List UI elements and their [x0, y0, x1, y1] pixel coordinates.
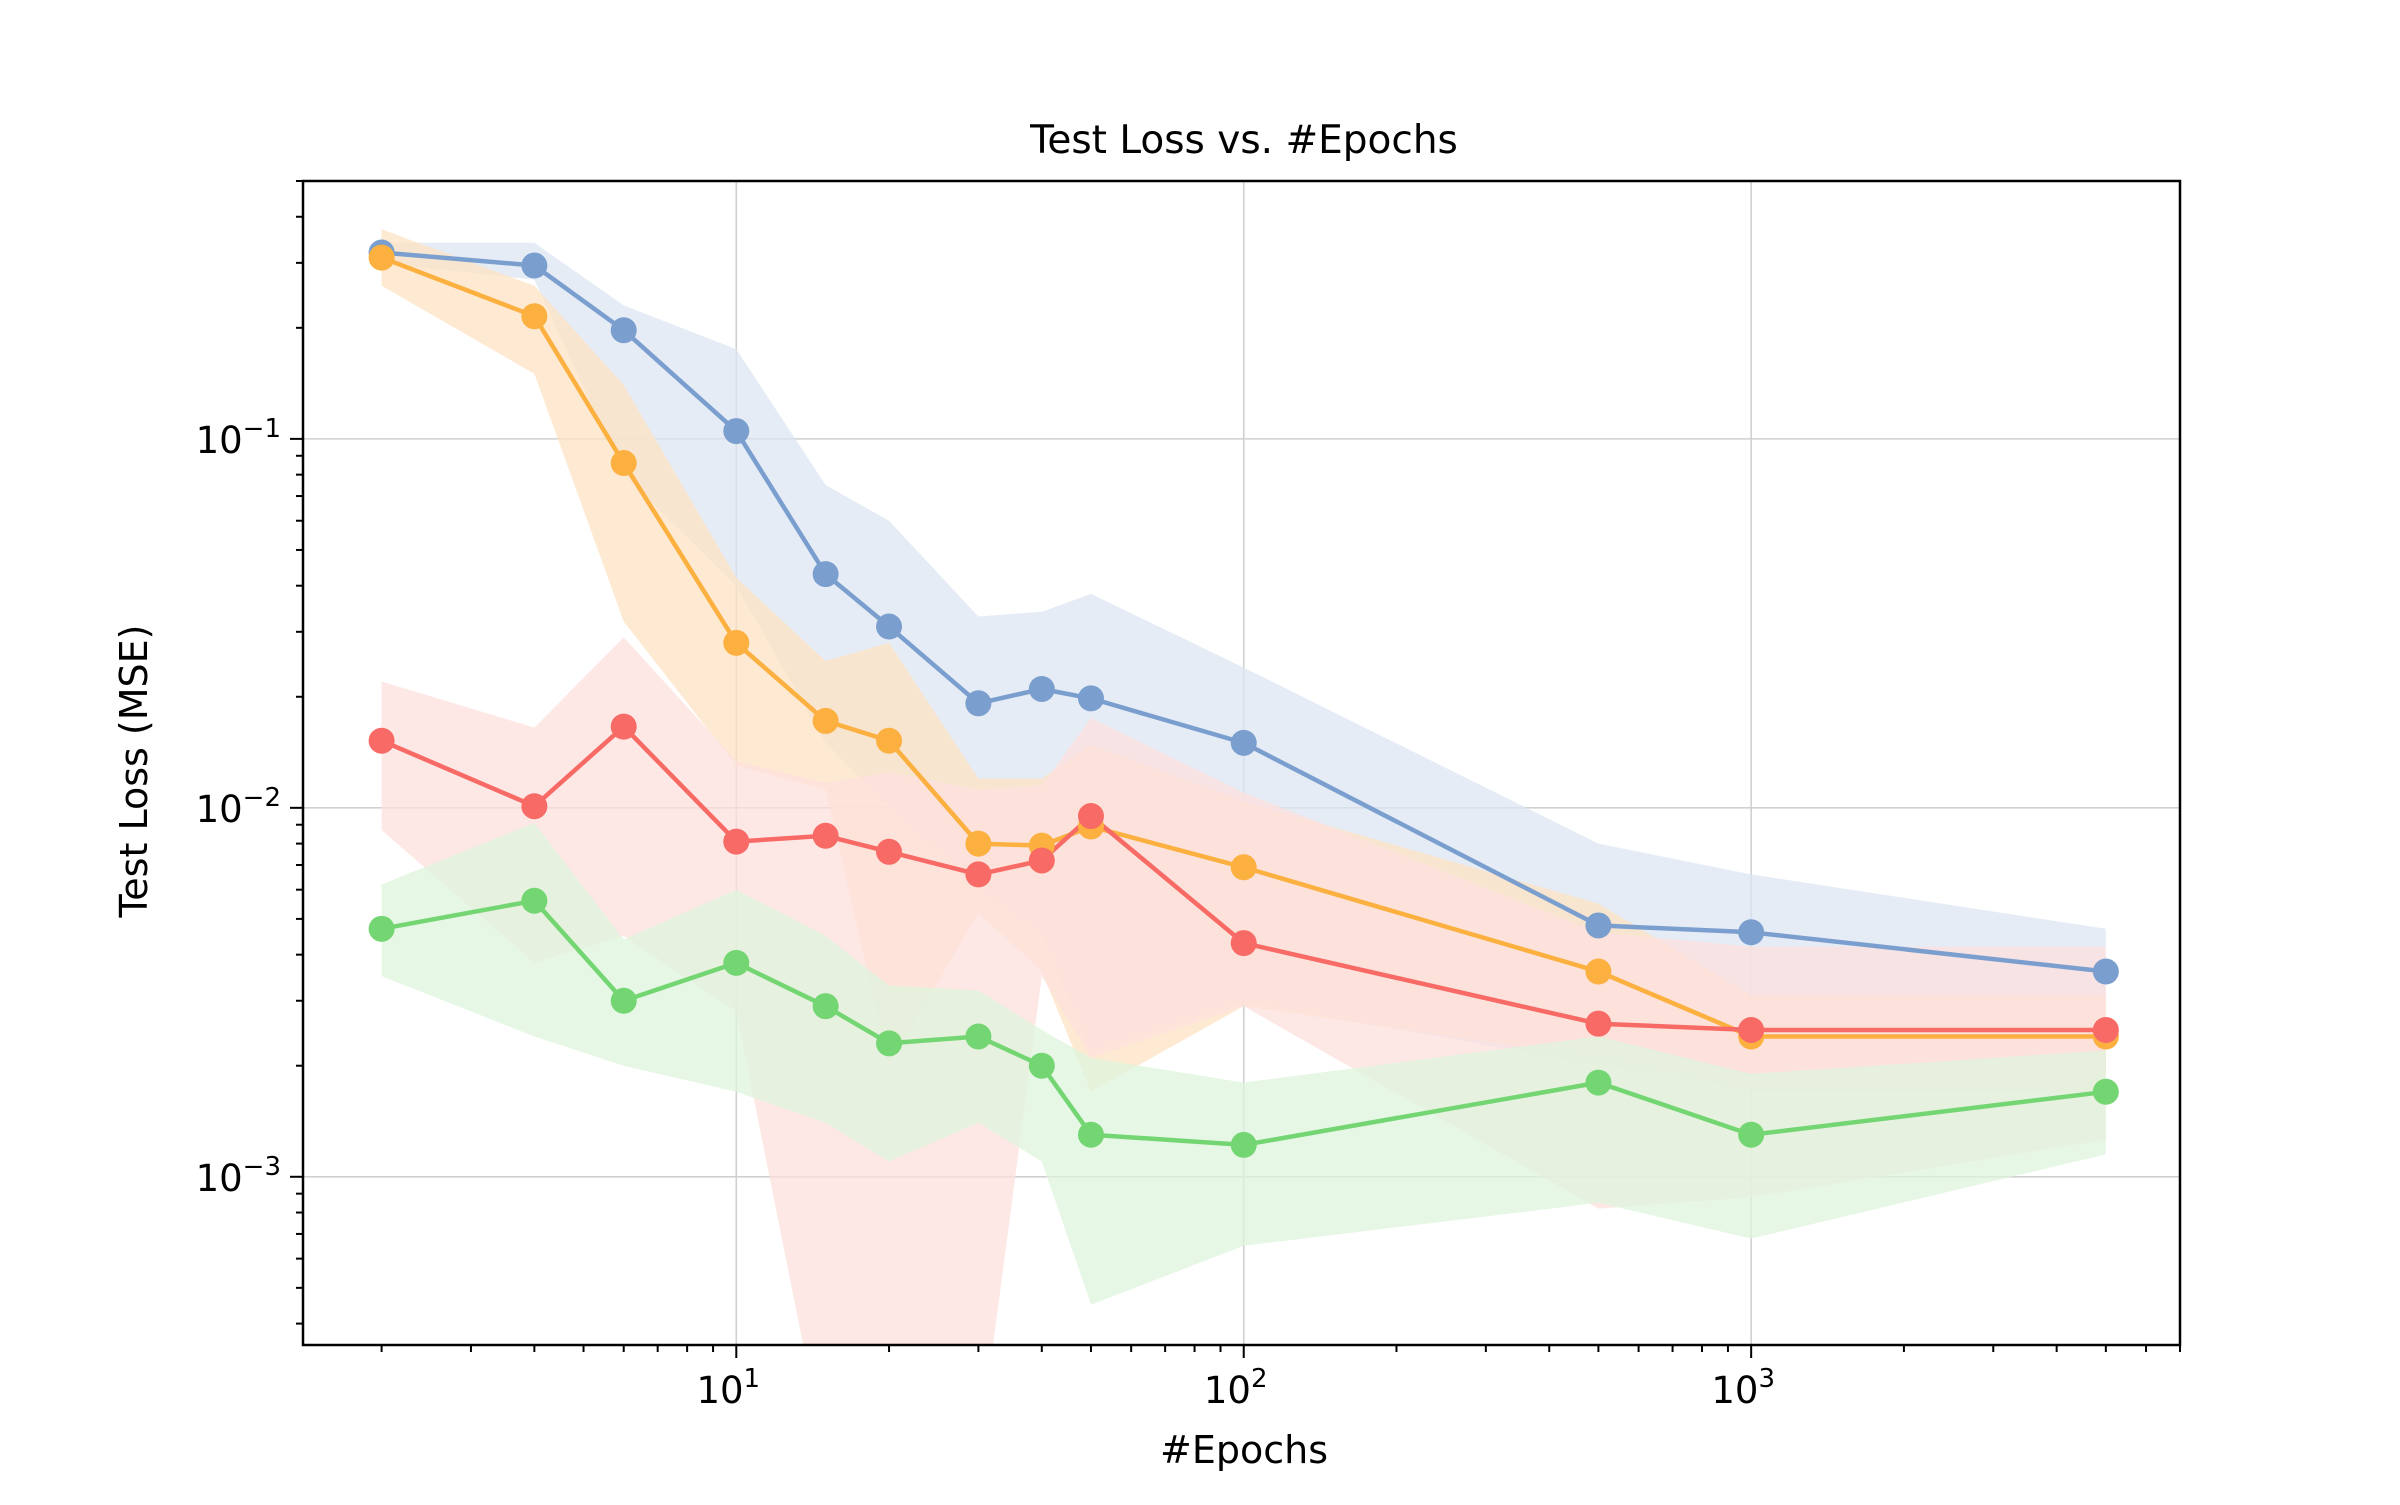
series-2-point: [368, 727, 395, 754]
series-0-point: [1738, 919, 1765, 946]
series-0-point: [876, 613, 903, 640]
series-3-point: [965, 1023, 992, 1050]
series-0-point: [723, 418, 750, 445]
series-3-point: [368, 915, 395, 942]
series-2-point: [521, 793, 548, 820]
series-3-point: [610, 987, 637, 1014]
series-3-band: [381, 822, 2106, 1305]
series-2-point: [1028, 847, 1055, 874]
x-tick-label-exponent: 1: [744, 1364, 761, 1394]
series-0-point: [521, 252, 548, 279]
series-1-point: [812, 707, 839, 734]
series-2-point: [1077, 803, 1104, 830]
series-2-point: [965, 861, 992, 888]
series-0-point: [1077, 685, 1104, 712]
series-3-point: [876, 1030, 903, 1057]
series-2-point: [1230, 930, 1257, 957]
series-0-point: [812, 561, 839, 588]
x-tick-label: 102: [1204, 1364, 1268, 1412]
x-tick-label: 101: [696, 1364, 760, 1412]
series-1-point: [965, 830, 992, 857]
series-3-point: [1028, 1052, 1055, 1079]
series-0-point: [610, 317, 637, 344]
series-3-point: [1585, 1069, 1612, 1096]
series-1-point: [723, 629, 750, 656]
plot-frame: [301, 179, 2182, 1347]
x-tick-label-base: 10: [1204, 1369, 1251, 1412]
y-tick-label-base: 10: [196, 1157, 243, 1200]
x-tick-label-base: 10: [696, 1369, 743, 1412]
series-2-point: [1738, 1016, 1765, 1043]
x-tick-label-base: 10: [1711, 1369, 1758, 1412]
series-1-point: [1585, 958, 1612, 985]
x-tick-label-exponent: 2: [1251, 1364, 1268, 1394]
y-tick-label: 10−2: [196, 783, 281, 831]
y-tick-label: 10−1: [196, 414, 281, 462]
series-3-point: [1738, 1121, 1765, 1148]
x-tick-label: 103: [1711, 1364, 1775, 1412]
series-0-point: [2092, 958, 2119, 985]
y-axis-title: Test Loss (MSE): [112, 625, 156, 919]
series-0-point: [965, 690, 992, 717]
chart-title: Test Loss vs. #Epochs: [1029, 118, 1458, 163]
series-3-point: [723, 949, 750, 976]
series-1-point: [521, 303, 548, 330]
series-1-point: [876, 727, 903, 754]
x-axis-title: #Epochs: [1160, 1428, 1328, 1472]
y-tick-label-base: 10: [196, 788, 243, 831]
series-0-point: [1585, 912, 1612, 939]
series-2-point: [876, 838, 903, 865]
series-0-band: [381, 242, 2106, 1092]
band-layer: [381, 229, 2106, 1345]
series-0-point: [1028, 675, 1055, 702]
series-3-point: [521, 887, 548, 914]
series-2-point: [1585, 1010, 1612, 1037]
series-1-point: [610, 450, 637, 477]
series-2-point: [723, 828, 750, 855]
series-0-point: [1230, 729, 1257, 756]
series-3-point: [1077, 1121, 1104, 1148]
series-2-point: [2092, 1016, 2119, 1043]
series-1-point: [1230, 854, 1257, 881]
series-1-point: [368, 244, 395, 271]
series-2-point: [610, 713, 637, 740]
series-3-point: [812, 993, 839, 1020]
y-tick-label-exponent: −2: [243, 783, 281, 813]
series-3-point: [2092, 1078, 2119, 1105]
point-layer: [368, 239, 2119, 1158]
y-tick-label: 10−3: [196, 1152, 281, 1200]
y-tick-label-exponent: −1: [243, 414, 281, 444]
series-3-point: [1230, 1131, 1257, 1158]
y-tick-label-exponent: −3: [243, 1152, 281, 1182]
x-tick-label-exponent: 3: [1758, 1364, 1775, 1394]
series-2-point: [812, 822, 839, 849]
y-tick-label-base: 10: [196, 419, 243, 462]
